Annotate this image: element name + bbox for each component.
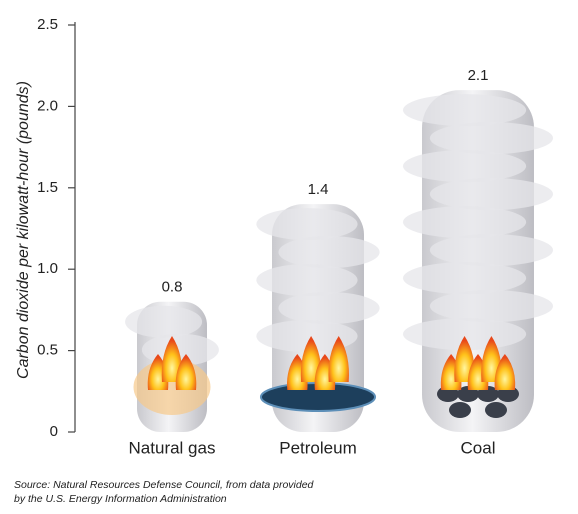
- smoke-puff: [402, 206, 527, 239]
- smoke-puff: [429, 234, 554, 267]
- coal-lump: [485, 402, 507, 418]
- smoke-puff: [141, 333, 219, 366]
- smoke-puff: [256, 320, 358, 353]
- y-axis-label: Carbon dioxide per kilowatt-hour (pounds…: [15, 81, 32, 379]
- smoke-puff: [278, 236, 380, 269]
- smoke-puff: [402, 318, 527, 351]
- flame: [300, 336, 322, 382]
- value-label: 1.4: [308, 181, 329, 198]
- source-note: Source: Natural Resources Defense Counci…: [14, 479, 315, 491]
- y-tick-label: 1.5: [37, 179, 58, 196]
- flame: [328, 336, 349, 382]
- smoke-puff: [402, 262, 527, 295]
- x-tick-label: Petroleum: [279, 438, 356, 457]
- flame: [494, 354, 516, 390]
- smoke-puff: [256, 264, 358, 297]
- coal-lump: [449, 402, 471, 418]
- flame: [161, 336, 183, 382]
- smoke-puff: [429, 290, 554, 323]
- smoke-puff: [429, 178, 554, 211]
- smoke-puff: [429, 122, 554, 155]
- y-tick-label: 2.0: [37, 97, 58, 114]
- x-tick-label: Coal: [461, 438, 496, 457]
- y-tick-label: 1.0: [37, 260, 58, 277]
- y-tick-label: 0: [50, 423, 58, 440]
- smoke-puff: [256, 208, 358, 241]
- y-tick-label: 0.5: [37, 342, 58, 359]
- value-label: 0.8: [162, 279, 183, 296]
- y-tick-label: 2.5: [37, 16, 58, 33]
- source-note: by the U.S. Energy Information Administr…: [14, 493, 227, 505]
- smoke-puff: [402, 94, 527, 127]
- flame: [175, 354, 197, 390]
- value-label: 2.1: [468, 67, 489, 84]
- smoke-puff: [402, 150, 527, 183]
- x-tick-label: Natural gas: [129, 438, 216, 457]
- smoke-puff: [278, 292, 380, 325]
- smoke-puff: [125, 305, 203, 338]
